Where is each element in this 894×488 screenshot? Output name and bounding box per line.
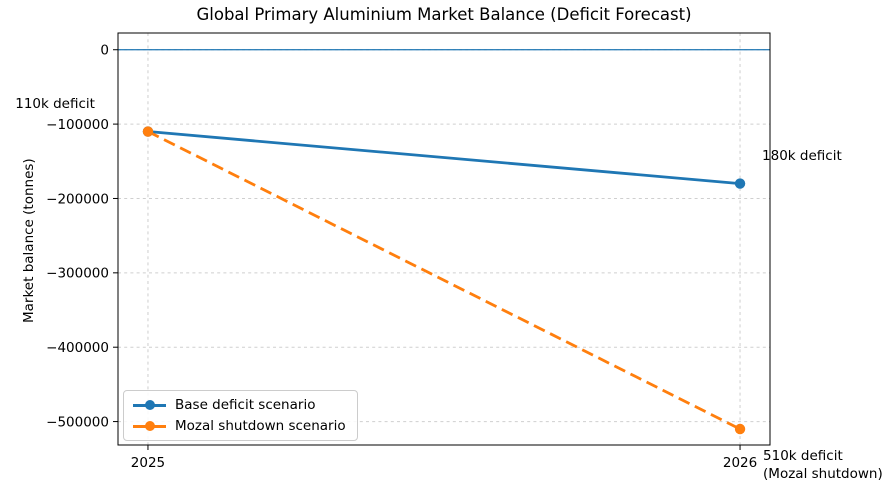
chart-title: Global Primary Aluminium Market Balance … [196,5,692,24]
axes-spines [117,32,771,446]
legend-item-base-scenario: Base deficit scenario [133,397,346,413]
y-tick-label: −200000 [46,191,109,207]
annotation-510k-deficit: 510k deficit (Mozal shutdown) [763,448,883,482]
annotation-180k-deficit: 180k deficit [762,147,842,164]
y-tick-label: −300000 [46,266,109,282]
legend-label-mozal: Mozal shutdown scenario [175,418,346,434]
annotation-110k-deficit: 110k deficit [15,95,95,112]
x-tick-label: 2025 [131,455,165,471]
legend-marker-mozal-icon [133,420,166,432]
legend-marker-base-icon [133,399,166,411]
series-marker-0 [734,178,746,189]
legend: Base deficit scenario Mozal shutdown sce… [123,390,358,441]
legend-item-mozal-scenario: Mozal shutdown scenario [133,418,346,434]
series-marker-1 [734,423,746,435]
y-tick-label: −500000 [46,414,109,430]
series-marker-1 [142,126,154,137]
y-tick-label: 0 [100,43,109,59]
x-tick-label: 2026 [723,455,757,471]
legend-label-base: Base deficit scenario [175,397,316,413]
series-line-1 [147,130,741,431]
series-line-0 [147,130,741,185]
y-tick-label: −400000 [46,340,109,356]
y-tick-label: −100000 [46,117,109,133]
